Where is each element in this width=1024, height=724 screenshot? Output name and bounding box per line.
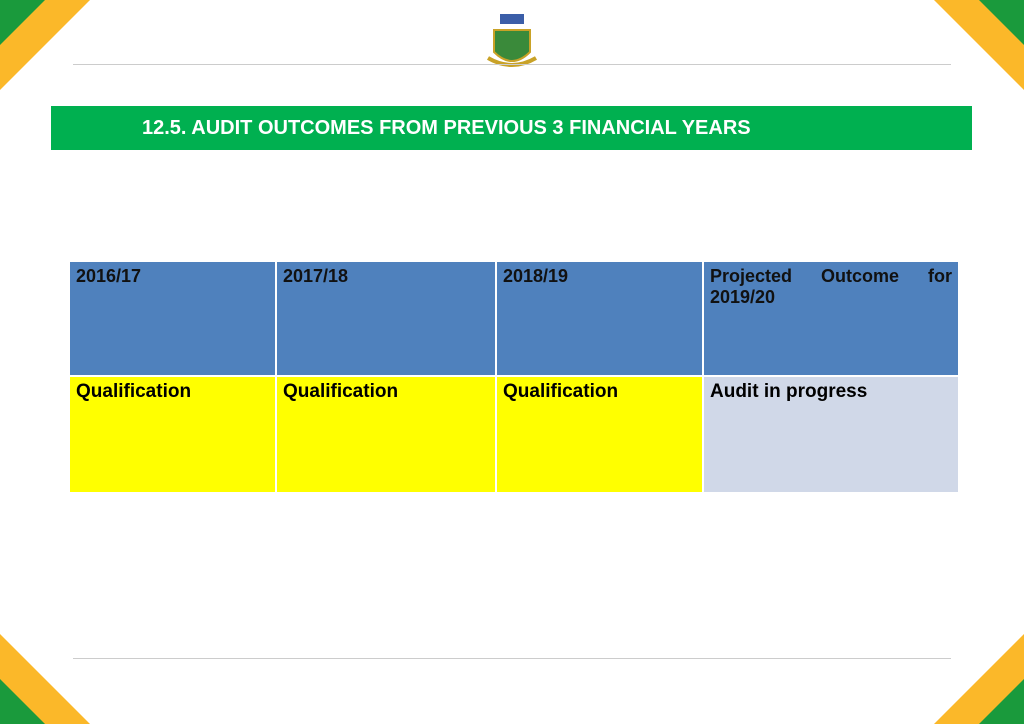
header-cell: 2018/19 — [495, 260, 704, 377]
header-cell: 2016/17 — [68, 260, 277, 377]
header-cell: Projected Outcome for 2019/20 — [702, 260, 960, 377]
section-title: 12.5. AUDIT OUTCOMES FROM PREVIOUS 3 FIN… — [51, 106, 972, 150]
cell: Audit in progress — [702, 375, 960, 494]
header-row: 2016/17 2017/18 2018/19 Projected Outcom… — [68, 260, 960, 377]
cell: Qualification — [68, 375, 277, 494]
logo — [486, 14, 538, 67]
header-cell: 2017/18 — [275, 260, 497, 377]
rule — [73, 64, 951, 65]
cell: Qualification — [275, 375, 497, 494]
row: Qualification Qualification Qualificatio… — [68, 375, 960, 494]
table: 2016/17 2017/18 2018/19 Projected Outcom… — [68, 260, 960, 494]
cell: Qualification — [495, 375, 704, 494]
rule — [73, 658, 951, 659]
